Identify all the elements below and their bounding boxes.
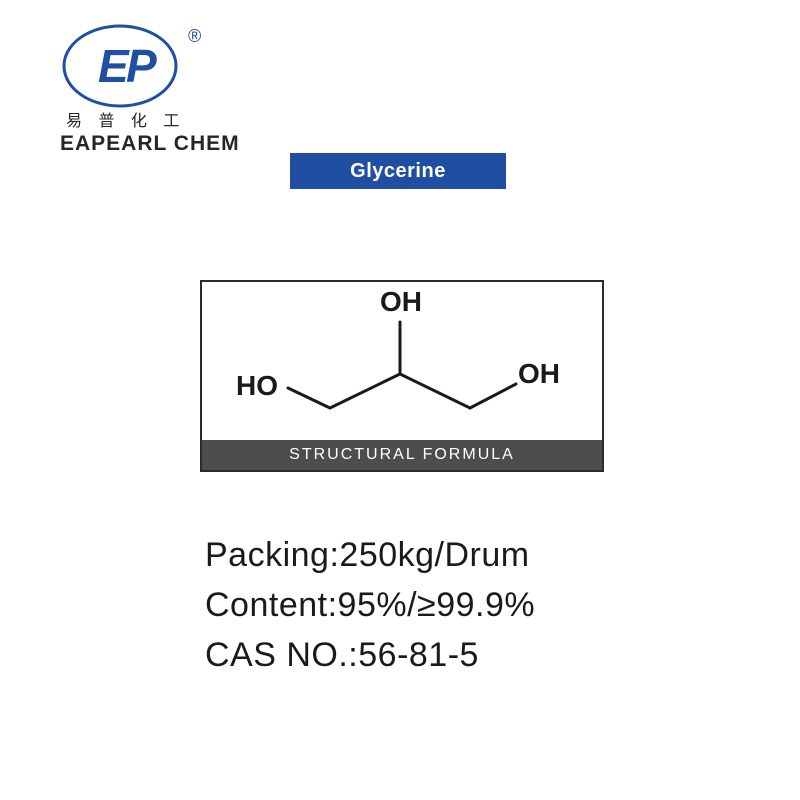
atom-oh-right-abs: OH bbox=[518, 358, 560, 390]
reg-mark: ® bbox=[188, 26, 201, 46]
spec-content: Content:95%/≥99.9% bbox=[205, 580, 535, 630]
spec-packing-value: 250kg/Drum bbox=[339, 536, 529, 574]
product-title: Glycerine bbox=[290, 153, 506, 189]
atom-oh-top-abs: OH bbox=[380, 286, 422, 318]
brand-english: EAPEARL CHEM bbox=[60, 132, 240, 154]
spec-cas-value: 56-81-5 bbox=[358, 636, 479, 674]
spec-cas-label: CAS NO.: bbox=[205, 636, 358, 674]
product-specs: Packing:250kg/Drum Content:95%/≥99.9% CA… bbox=[205, 530, 535, 680]
logo-svg: E P ® 易 普 化 工 EAPEARL CHEM bbox=[60, 24, 270, 154]
spec-packing: Packing:250kg/Drum bbox=[205, 530, 535, 580]
spec-cas: CAS NO.:56-81-5 bbox=[205, 630, 535, 680]
formula-footer-label: STRUCTURAL FORMULA bbox=[202, 440, 602, 470]
brand-logo: E P ® 易 普 化 工 EAPEARL CHEM bbox=[60, 24, 280, 159]
spec-content-label: Content: bbox=[205, 586, 338, 624]
atom-ho-left-abs: HO bbox=[236, 370, 278, 402]
brand-chinese: 易 普 化 工 bbox=[66, 112, 185, 130]
bonds bbox=[288, 322, 516, 408]
svg-text:P: P bbox=[126, 40, 157, 92]
spec-packing-label: Packing: bbox=[205, 536, 339, 574]
spec-content-value: 95%/≥99.9% bbox=[338, 586, 536, 624]
